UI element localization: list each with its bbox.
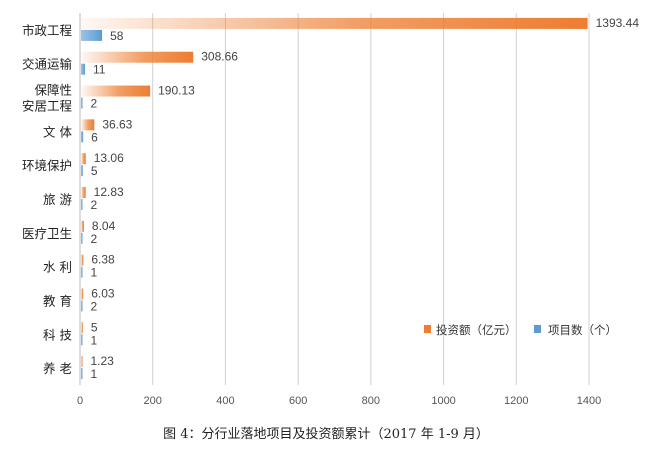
data-label-projects: 1 [91, 266, 98, 280]
x-tick-label: 0 [77, 395, 83, 407]
data-label-investment: 12.83 [94, 185, 124, 199]
data-label-projects: 6 [91, 130, 98, 144]
x-tick-label: 200 [144, 395, 162, 407]
category-label: 水 利 [43, 260, 72, 275]
data-label-projects: 2 [91, 232, 98, 246]
bar-investment [81, 322, 83, 334]
x-tick-label: 800 [362, 395, 380, 407]
data-label-investment: 1393.44 [596, 16, 640, 30]
data-label-investment: 1.23 [91, 354, 115, 368]
chart-caption: 图 4：分行业落地项目及投资额累计（2017 年 1-9 月） [163, 426, 489, 442]
category-label: 交通运输 [22, 57, 73, 72]
data-label-projects: 1 [91, 367, 98, 381]
bar-projects [81, 266, 83, 278]
data-label-investment: 8.04 [92, 219, 116, 233]
legend-label-projects: 项目数（个） [548, 323, 617, 337]
bar-investment [81, 254, 84, 266]
category-label: 安居工程 [22, 99, 73, 114]
bar-projects [81, 63, 85, 75]
bar-projects [81, 334, 83, 346]
x-tick-label: 1000 [431, 395, 455, 407]
bar-projects [81, 131, 84, 143]
bar-investment [81, 220, 84, 232]
data-label-projects: 2 [91, 198, 98, 212]
data-label-projects: 2 [91, 299, 98, 313]
x-tick-label: 600 [289, 395, 307, 407]
bar-investment [81, 187, 86, 198]
category-label: 保障性 [34, 83, 72, 98]
category-label: 教 育 [43, 293, 72, 308]
bar-investment [81, 119, 95, 131]
bar-projects [81, 199, 83, 210]
data-label-projects: 11 [93, 63, 106, 77]
data-label-projects: 1 [91, 333, 98, 347]
bar-projects [81, 29, 103, 41]
category-label: 市政工程 [22, 23, 73, 38]
category-label: 文 体 [43, 124, 72, 139]
bar-investment [81, 85, 151, 97]
bar-investment [81, 17, 588, 29]
category-label: 医疗卫生 [22, 226, 72, 241]
data-label-investment: 6.38 [91, 253, 115, 267]
bar-investment [81, 51, 194, 63]
legend-swatch-projects [534, 325, 541, 333]
x-tick-label: 1200 [504, 395, 528, 407]
bar-projects [81, 165, 83, 177]
bar-investment [81, 356, 83, 368]
category-label: 科 技 [43, 327, 72, 342]
bar-projects [81, 300, 83, 312]
category-label: 旅 游 [43, 192, 72, 207]
x-tick-label: 400 [216, 395, 234, 407]
legend-swatch-investment [424, 325, 431, 333]
data-label-investment: 36.63 [102, 117, 132, 131]
bar-projects [81, 97, 83, 109]
legend: 投资额（亿元） 项目数（个） [424, 323, 617, 337]
data-label-investment: 308.66 [201, 50, 238, 64]
data-label-investment: 5 [91, 320, 98, 334]
legend-label-investment: 投资额（亿元） [436, 323, 517, 337]
data-label-investment: 190.13 [158, 84, 195, 98]
data-label-projects: 5 [91, 164, 98, 178]
data-label-investment: 6.03 [91, 286, 115, 300]
category-label: 养 老 [43, 361, 72, 376]
data-label-projects: 58 [110, 29, 124, 43]
bar-projects [81, 232, 83, 244]
bar-projects [81, 368, 83, 380]
x-tick-label: 1400 [577, 395, 601, 407]
bar-investment [81, 153, 86, 165]
category-label: 环境保护 [22, 158, 72, 173]
bar-investment [81, 288, 84, 300]
data-label-projects: 2 [91, 97, 98, 111]
data-label-investment: 13.06 [94, 151, 124, 165]
